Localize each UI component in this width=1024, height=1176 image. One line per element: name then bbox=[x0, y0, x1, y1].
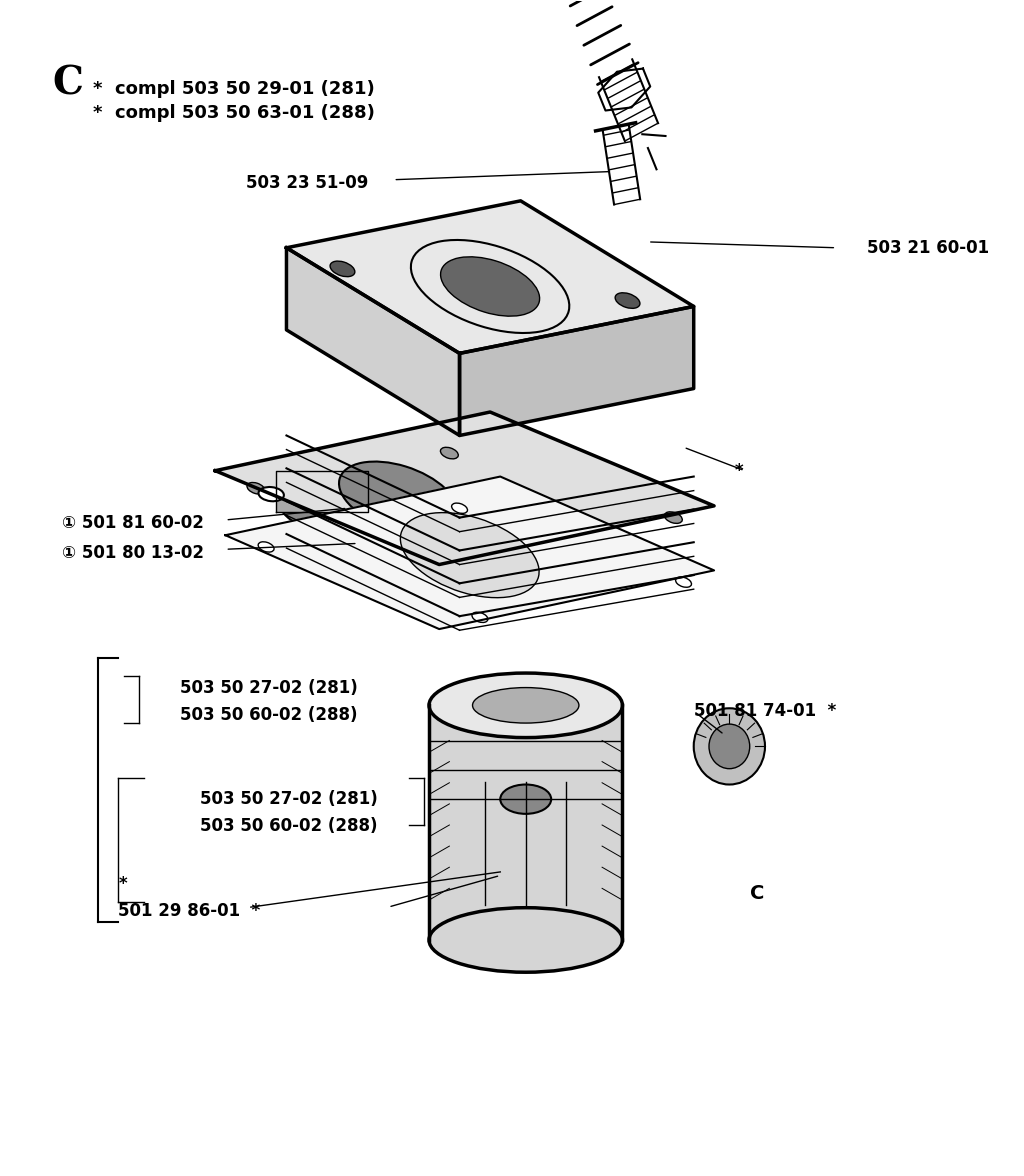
Ellipse shape bbox=[452, 503, 468, 514]
Ellipse shape bbox=[501, 784, 551, 814]
Text: *  compl 503 50 63-01 (288): * compl 503 50 63-01 (288) bbox=[93, 103, 375, 122]
Text: *  compl 503 50 29-01 (281): * compl 503 50 29-01 (281) bbox=[93, 80, 375, 99]
Polygon shape bbox=[225, 476, 714, 629]
Ellipse shape bbox=[330, 261, 355, 276]
Text: 503 50 60-02 (288): 503 50 60-02 (288) bbox=[179, 706, 357, 723]
Ellipse shape bbox=[472, 688, 579, 723]
Text: C: C bbox=[750, 883, 764, 902]
Ellipse shape bbox=[429, 908, 623, 973]
Ellipse shape bbox=[400, 513, 539, 597]
Ellipse shape bbox=[339, 461, 458, 534]
Text: *: * bbox=[734, 462, 743, 480]
Text: 503 50 27-02 (281): 503 50 27-02 (281) bbox=[179, 679, 357, 696]
Text: ① 501 80 13-02: ① 501 80 13-02 bbox=[62, 543, 205, 562]
Polygon shape bbox=[460, 307, 693, 435]
Polygon shape bbox=[429, 706, 623, 940]
Text: *: * bbox=[119, 875, 127, 893]
Text: C: C bbox=[52, 65, 83, 102]
Text: 503 50 60-02 (288): 503 50 60-02 (288) bbox=[200, 817, 378, 835]
Ellipse shape bbox=[258, 542, 274, 552]
Text: 503 50 27-02 (281): 503 50 27-02 (281) bbox=[200, 790, 378, 808]
Ellipse shape bbox=[461, 541, 478, 553]
Ellipse shape bbox=[615, 293, 640, 308]
Text: 503 23 51-09: 503 23 51-09 bbox=[246, 174, 368, 192]
Ellipse shape bbox=[247, 482, 265, 494]
Text: ① 501 81 60-02: ① 501 81 60-02 bbox=[62, 514, 205, 533]
Ellipse shape bbox=[258, 487, 284, 501]
Text: 501 81 74-01  *: 501 81 74-01 * bbox=[693, 702, 836, 720]
Text: 501 29 86-01  *: 501 29 86-01 * bbox=[119, 902, 261, 920]
Ellipse shape bbox=[665, 512, 682, 523]
Ellipse shape bbox=[472, 613, 487, 622]
Polygon shape bbox=[287, 201, 693, 353]
Ellipse shape bbox=[709, 724, 750, 769]
Text: 503 21 60-01: 503 21 60-01 bbox=[866, 239, 989, 256]
Ellipse shape bbox=[429, 673, 623, 737]
Ellipse shape bbox=[693, 708, 765, 784]
Ellipse shape bbox=[440, 256, 540, 316]
Ellipse shape bbox=[440, 447, 459, 459]
Ellipse shape bbox=[276, 459, 368, 529]
Ellipse shape bbox=[676, 577, 691, 587]
Polygon shape bbox=[276, 470, 368, 512]
Polygon shape bbox=[287, 248, 460, 435]
Polygon shape bbox=[215, 412, 714, 564]
